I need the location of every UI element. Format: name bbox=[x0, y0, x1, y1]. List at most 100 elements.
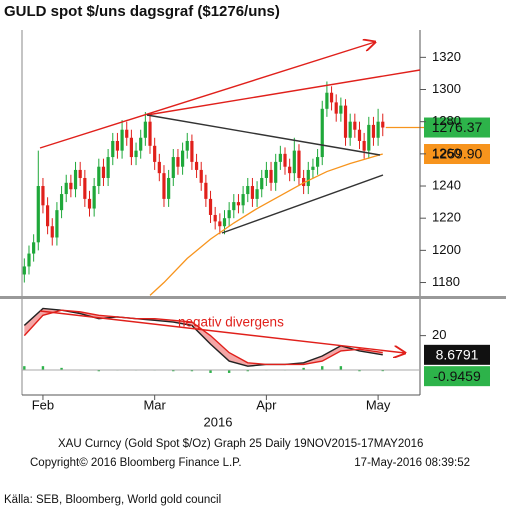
trend-line bbox=[146, 69, 421, 116]
candle-body bbox=[306, 169, 310, 187]
y-tick-label: 1300 bbox=[432, 81, 461, 96]
histogram-bar bbox=[321, 366, 324, 370]
candle-body bbox=[157, 161, 161, 174]
trend-line bbox=[39, 42, 375, 149]
candle-body bbox=[208, 198, 213, 215]
x-tick-label: Feb bbox=[32, 397, 54, 412]
candle-body bbox=[194, 161, 199, 170]
candle-body bbox=[362, 140, 366, 151]
candle-body bbox=[185, 140, 189, 151]
candle-body bbox=[367, 124, 371, 151]
candle-body bbox=[129, 137, 133, 158]
value-box bbox=[424, 344, 490, 365]
candle-body bbox=[50, 226, 54, 238]
lower-panel: 8.6791 -0.9459 20 Feb Mar Apr May bbox=[23, 307, 490, 412]
candle-body bbox=[302, 177, 306, 187]
candle-body bbox=[143, 121, 147, 138]
main-panel: 1276.37 1259.90 bbox=[22, 81, 490, 296]
candle-body bbox=[241, 194, 245, 206]
candle-body bbox=[264, 169, 268, 178]
candle-body bbox=[46, 205, 50, 227]
candle-body bbox=[353, 121, 357, 130]
candle-body bbox=[329, 92, 334, 103]
indicator-line bbox=[23, 307, 383, 367]
ma-box bbox=[424, 144, 490, 165]
candle-body bbox=[83, 177, 87, 199]
candle-body bbox=[250, 186, 255, 199]
candle-body bbox=[153, 145, 157, 162]
y-tick-label: 1200 bbox=[432, 242, 461, 257]
candle-body bbox=[204, 182, 208, 199]
candle-body bbox=[190, 140, 194, 162]
candle-body bbox=[236, 202, 241, 206]
histogram-bar bbox=[209, 369, 212, 373]
footer-line: XAU Curncy (Gold Spot $/Oz) Graph 25 Dai… bbox=[58, 438, 423, 450]
candle-body bbox=[269, 169, 273, 183]
candles bbox=[22, 81, 385, 296]
candle-body bbox=[167, 177, 171, 199]
histogram-bar bbox=[339, 366, 343, 370]
candle-body bbox=[339, 105, 343, 114]
histogram-bar bbox=[227, 369, 231, 373]
candle-body bbox=[311, 166, 315, 170]
candle-body bbox=[343, 105, 348, 138]
candle-body bbox=[381, 121, 385, 128]
candle-body bbox=[325, 92, 329, 109]
histogram-bar bbox=[60, 367, 63, 370]
y-tick-label: 1320 bbox=[432, 49, 461, 64]
candle-body bbox=[69, 182, 73, 190]
candle-body bbox=[320, 108, 324, 158]
x-tick-label: Mar bbox=[143, 397, 166, 412]
candle-body bbox=[297, 150, 301, 178]
candle-body bbox=[125, 129, 129, 138]
footer-timestamp: 17-May-2016 08:39:52 bbox=[354, 457, 470, 469]
candle-body bbox=[278, 153, 282, 162]
candle-body bbox=[101, 166, 106, 178]
moving-average bbox=[149, 153, 383, 296]
candle-body bbox=[283, 153, 287, 167]
y-tick-label: 20 bbox=[432, 327, 446, 342]
candle-body bbox=[92, 186, 96, 209]
value-box bbox=[424, 366, 490, 387]
candle-body bbox=[64, 182, 68, 195]
candle-body bbox=[22, 266, 26, 275]
value-label: 8.6791 bbox=[436, 347, 479, 363]
source: Källa: SEB, Bloomberg, World gold counci… bbox=[4, 494, 221, 506]
candle-body bbox=[41, 186, 45, 206]
y-tick-label: 1240 bbox=[432, 177, 461, 192]
ma-label: 1259.90 bbox=[432, 146, 483, 162]
y-tick-label: 1280 bbox=[432, 113, 461, 128]
candle-body bbox=[213, 214, 217, 222]
candle-body bbox=[218, 221, 222, 227]
y-tick-label: 1180 bbox=[432, 274, 460, 289]
trend-line bbox=[39, 310, 405, 353]
footer-line: Copyright© 2016 Bloomberg Finance L.P. bbox=[30, 457, 242, 469]
candle-body bbox=[120, 129, 124, 151]
candle-body bbox=[227, 210, 231, 219]
candle-body bbox=[78, 169, 82, 178]
candle-body bbox=[139, 137, 143, 151]
histogram-bar bbox=[23, 366, 26, 370]
candle-body bbox=[288, 166, 292, 174]
candle-body bbox=[371, 124, 376, 138]
candle-body bbox=[176, 157, 180, 167]
x-axis-label: 2016 bbox=[204, 414, 233, 429]
candle-body bbox=[260, 177, 264, 190]
price-label: 1276.37 bbox=[432, 119, 483, 135]
x-tick-label: Apr bbox=[256, 397, 277, 412]
candle-body bbox=[148, 121, 152, 146]
candle-body bbox=[97, 166, 101, 187]
candle-body bbox=[357, 129, 362, 141]
indicator-line bbox=[23, 309, 383, 366]
y-tick-label: 1260 bbox=[432, 145, 461, 160]
candle-body bbox=[274, 161, 278, 183]
candle-body bbox=[199, 169, 203, 183]
candle-body bbox=[334, 102, 338, 114]
candle-body bbox=[36, 186, 40, 243]
candle-body bbox=[376, 121, 380, 138]
chart-title: GULD spot $/uns dagsgraf ($1276/uns) bbox=[4, 3, 280, 20]
value-label: -0.9459 bbox=[433, 368, 481, 384]
candle-body bbox=[73, 169, 78, 190]
